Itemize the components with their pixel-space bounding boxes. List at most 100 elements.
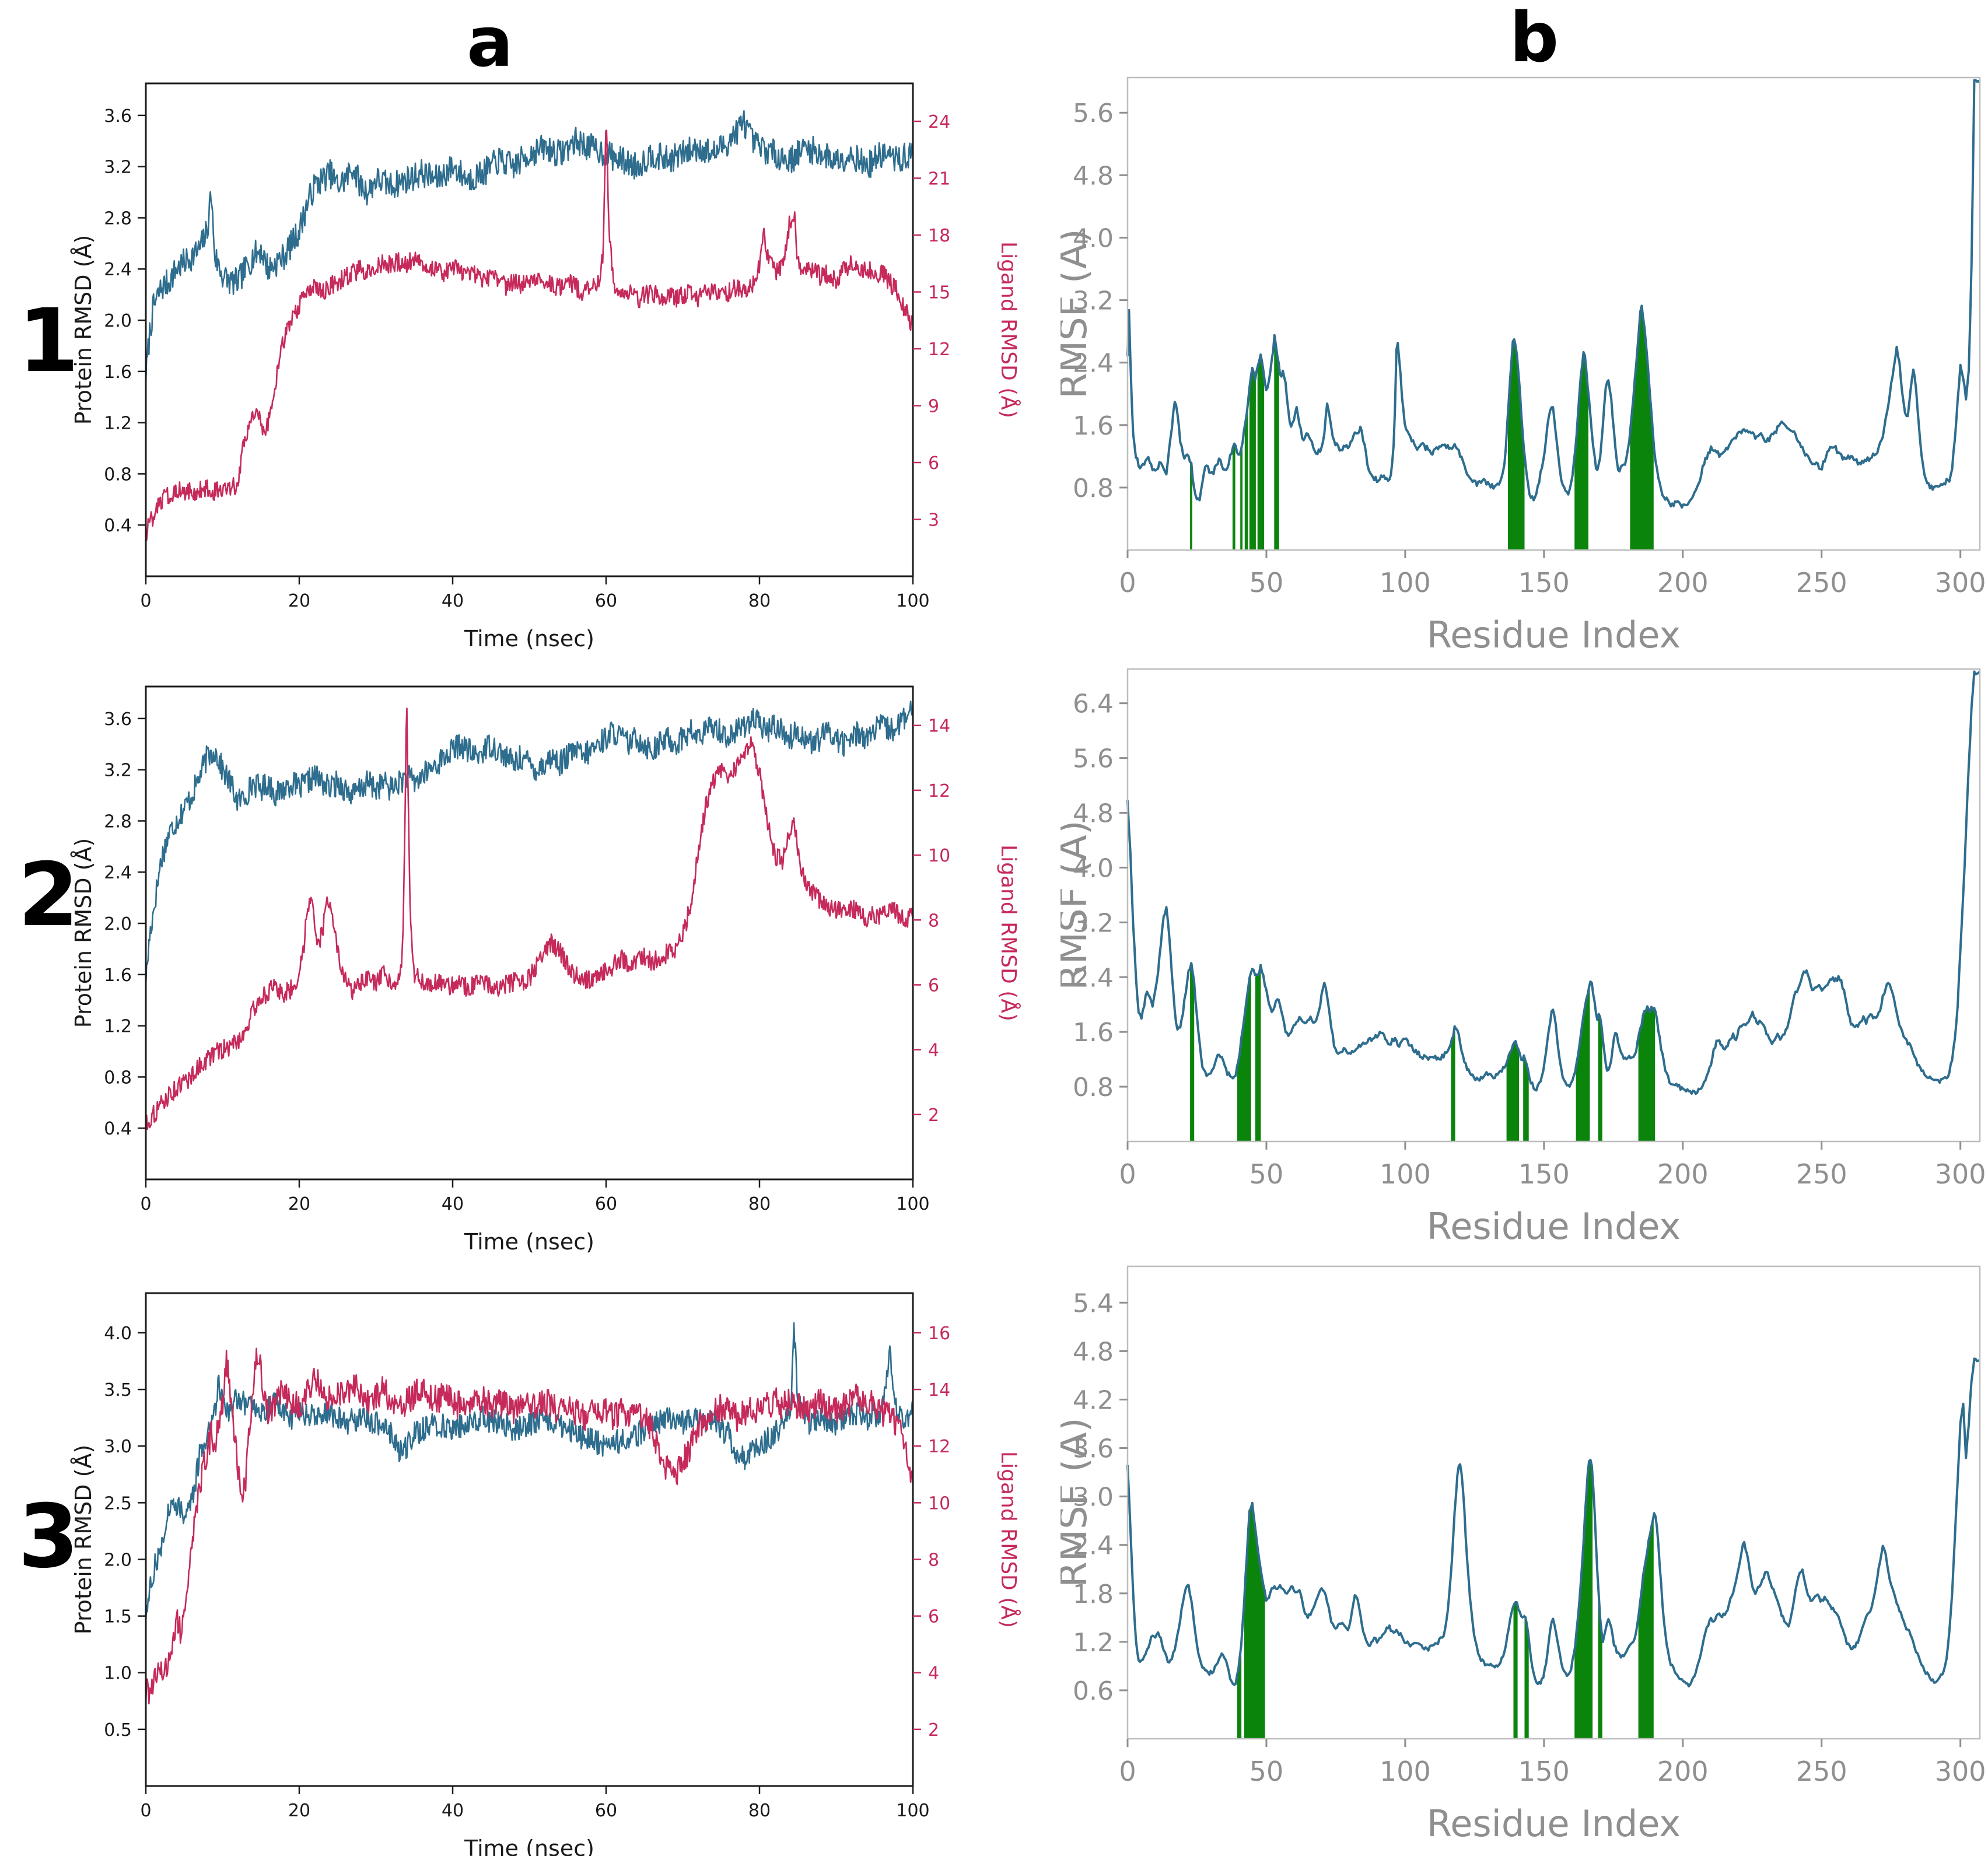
rmsf-line [1126, 1357, 1980, 1687]
y-tick-label: 3.6 [104, 709, 132, 730]
y2-tick-label: 10 [928, 1493, 950, 1514]
x-tick-label: 100 [1380, 1756, 1431, 1787]
y-axis-title: Protein RMSD (Å) [71, 235, 96, 425]
y-tick-label: 3.5 [104, 1380, 132, 1400]
y-tick-label: 1.2 [1073, 1628, 1114, 1658]
highlight-residue-band [1574, 1460, 1593, 1739]
x-tick-label: 300 [1935, 1756, 1986, 1787]
column-a-header: a [467, 2, 513, 82]
y-tick-label: 1.2 [104, 414, 132, 434]
x-tick-label: 20 [288, 1801, 310, 1821]
y-tick-label: 2.4 [1073, 963, 1114, 993]
chart-row3-rmsd-vs-time: 0 20 40 60 80 100 0.5 1.0 1.5 2.0 2.5 3.0 3.5 4.0 2 4 6 8… [70, 1279, 1032, 1856]
y-tick-label: 2.4 [104, 863, 132, 883]
plot-frame [1126, 1265, 1981, 1740]
y2-tick-label: 3 [928, 510, 939, 531]
highlight-residue-band [1451, 1025, 1455, 1141]
x-tick-label: 200 [1657, 1756, 1709, 1787]
y-tick-label: 2.0 [104, 914, 132, 934]
x-tick-label: 150 [1518, 1756, 1570, 1787]
y-tick-label: 4.2 [1073, 1385, 1114, 1415]
chart-svg: 0 50 100 150 200 250 300 0.8 1.6 2.4 3.2 4.0 4.8 5.6 6… [1060, 668, 1986, 1248]
highlight-residue-band [1237, 1641, 1242, 1739]
x-tick-label: 150 [1518, 567, 1570, 598]
highlight-residue-band [1249, 367, 1256, 550]
y-tick-label: 2.4 [1073, 1531, 1114, 1561]
y-tick-label: 2.0 [104, 1550, 132, 1570]
y-tick-label: 3.0 [104, 1437, 132, 1457]
ligand-rmsd-line [145, 708, 914, 1130]
protein-rmsd-line [145, 701, 914, 988]
row-3-label: 3 [18, 1486, 79, 1588]
y-tick-label: 3.2 [1073, 908, 1114, 938]
plot-frame [145, 1292, 914, 1787]
y-tick-label: 0.4 [104, 516, 132, 536]
chart-svg: 0 20 40 60 80 100 0.5 1.0 1.5 2.0 2.5 3.0 3.5 4.0 2 4 6 8… [71, 1292, 1021, 1856]
y2-tick-label: 12 [928, 1437, 950, 1457]
y2-tick-label: 15 [928, 283, 950, 303]
y2-tick-label: 8 [928, 1550, 939, 1570]
y-tick-label: 3.6 [104, 106, 132, 127]
x-tick-label: 80 [748, 1194, 771, 1214]
x-tick-label: 100 [1380, 567, 1431, 598]
y2-tick-label: 4 [928, 1041, 939, 1061]
highlight-residue-band [1574, 352, 1588, 550]
x-tick-label: 60 [595, 1801, 617, 1821]
y2-tick-label: 4 [928, 1664, 939, 1684]
chart-svg: 0 50 100 150 200 250 300 0.6 1.2 1.8 2.4 3.0 3.6 4.2 4… [1060, 1265, 1986, 1845]
highlight-residue-band [1506, 1041, 1519, 1141]
plot-frame [145, 685, 914, 1181]
row-1-label: 1 [18, 290, 79, 392]
highlight-residue-band [1255, 965, 1261, 1141]
x-tick-label: 0 [1119, 1756, 1136, 1787]
highlight-residue-band [1244, 1503, 1265, 1739]
chart-svg: 0 20 40 60 80 100 0.4 0.8 1.2 1.6 2.0 2.4 2.8 3.2 3.6 2… [71, 685, 1021, 1255]
x-tick-label: 250 [1796, 567, 1847, 598]
y-tick-label: 0.8 [1073, 1073, 1114, 1102]
y2-tick-label: 6 [928, 975, 939, 996]
y-tick-label: 0.8 [1073, 474, 1114, 503]
y-tick-label: 3.6 [1073, 1434, 1114, 1464]
y2-axis-title: Ligand RMSD (Å) [996, 1451, 1021, 1628]
y-tick-label: 2.4 [104, 260, 132, 280]
highlight-residue-band [1630, 306, 1654, 550]
highlight-residue-band [1190, 460, 1192, 550]
y2-tick-label: 12 [928, 339, 950, 360]
y2-tick-label: 14 [928, 716, 950, 737]
chart-svg: 0 20 40 60 80 100 0.4 0.8 1.2 1.6 2.0 2.4 2.8 3.2 3.6 3… [71, 82, 1021, 652]
y-tick-label: 3.0 [1073, 1483, 1114, 1512]
chart-row3-rmsf-vs-residue: 0 50 100 150 200 250 300 0.6 1.2 1.8 2.4 3.0 3.6 4.2 4… [1060, 1246, 1987, 1853]
x-tick-label: 0 [140, 1194, 151, 1214]
x-tick-label: 80 [748, 591, 771, 611]
highlight-residue-band [1240, 440, 1242, 550]
y2-tick-label: 2 [928, 1720, 939, 1741]
y-tick-label: 1.8 [1073, 1580, 1114, 1609]
y2-tick-label: 21 [928, 169, 950, 190]
highlight-residue-band [1257, 355, 1265, 550]
chart-row1-rmsd-vs-time: 0 20 40 60 80 100 0.4 0.8 1.2 1.6 2.0 2.4 2.8 3.2 3.6 3… [70, 69, 1032, 658]
y-tick-label: 0.4 [104, 1119, 132, 1139]
y-tick-label: 1.5 [104, 1607, 132, 1627]
x-tick-label: 0 [1119, 567, 1136, 598]
y2-axis-title: Ligand RMSD (Å) [996, 241, 1021, 418]
x-tick-label: 200 [1657, 567, 1709, 598]
highlight-residue-band [1598, 1585, 1602, 1739]
y-tick-label: 4.0 [1073, 223, 1114, 253]
y-tick-label: 5.4 [1073, 1288, 1114, 1318]
y-axis-title: Protein RMSD (Å) [71, 1445, 96, 1635]
ligand-rmsd-line [145, 129, 914, 541]
x-tick-label: 20 [288, 1194, 310, 1214]
x-tick-label: 50 [1250, 567, 1284, 598]
y2-tick-label: 2 [928, 1105, 939, 1126]
rmsf-line [1126, 670, 1981, 1095]
plot-frame [1126, 76, 1981, 551]
y-tick-label: 2.5 [104, 1493, 132, 1514]
x-axis-title: Time (nsec) [464, 1836, 594, 1856]
x-tick-label: 100 [896, 1801, 929, 1821]
x-axis-title: Time (nsec) [464, 626, 594, 652]
y-tick-label: 1.6 [1073, 1018, 1114, 1048]
x-tick-label: 250 [1796, 1756, 1847, 1787]
x-tick-label: 0 [140, 591, 151, 611]
x-tick-label: 0 [140, 1801, 151, 1821]
y-tick-label: 1.2 [104, 1017, 132, 1037]
